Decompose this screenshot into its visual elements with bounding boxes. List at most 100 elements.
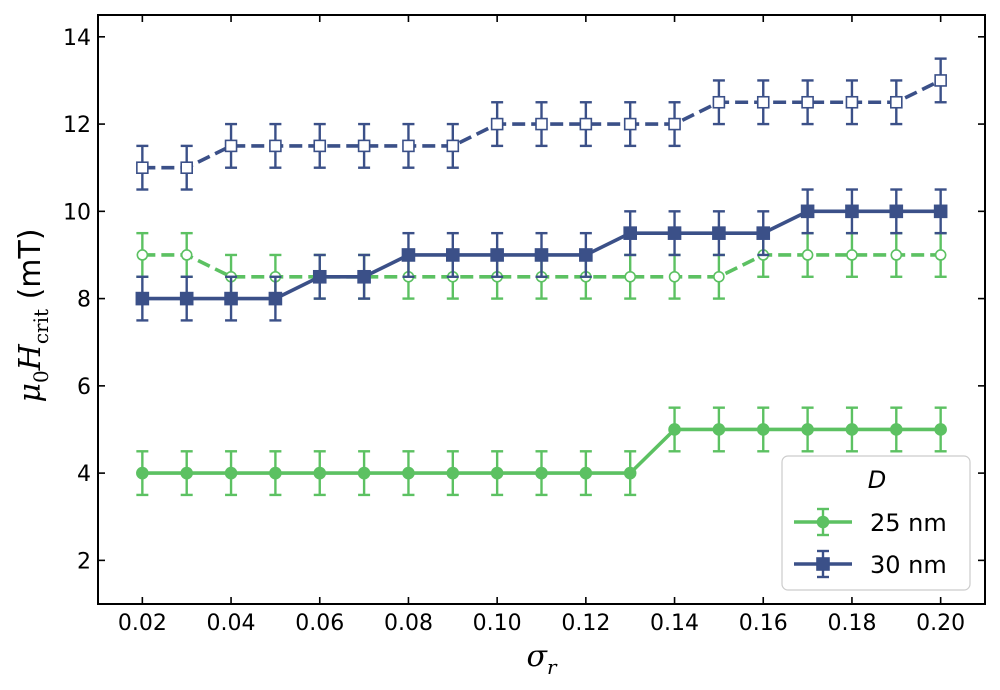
data-point <box>889 204 904 219</box>
data-point <box>269 466 282 480</box>
data-point <box>845 204 859 219</box>
y-axis-label: μ0Hcrit (mT) <box>13 228 53 402</box>
data-point <box>801 249 814 261</box>
plot-area <box>135 57 948 497</box>
data-point <box>623 466 637 480</box>
data-point <box>180 161 193 175</box>
y-tick-label: 6 <box>77 375 91 400</box>
legend-entry: 30 nm <box>794 549 947 579</box>
data-point <box>224 466 238 480</box>
data-point <box>579 466 593 480</box>
data-point <box>445 248 460 262</box>
data-point <box>801 423 814 436</box>
data-point <box>180 466 193 480</box>
data-point <box>934 74 947 87</box>
data-point <box>756 95 770 109</box>
legend-box <box>781 455 971 591</box>
series-3 <box>136 57 947 191</box>
y-axis-label-sub0: 0 <box>29 370 53 383</box>
data-point <box>490 248 504 262</box>
data-point <box>668 423 681 436</box>
data-point <box>357 466 371 480</box>
x-tick-label: 0.12 <box>561 611 610 636</box>
data-point <box>756 423 770 436</box>
x-tick-label: 0.06 <box>295 611 344 636</box>
data-point <box>312 269 327 284</box>
x-axis-label-sub: r <box>547 655 558 679</box>
data-point <box>136 161 149 175</box>
data-point <box>712 226 726 240</box>
legend-marker <box>816 515 830 529</box>
data-point <box>446 466 460 480</box>
y-tick-label: 12 <box>63 113 91 138</box>
data-point <box>136 466 149 480</box>
data-point <box>934 249 947 261</box>
data-point <box>579 248 593 262</box>
data-point <box>135 291 150 306</box>
x-tick-label: 0.18 <box>827 611 876 636</box>
data-point <box>357 139 371 153</box>
data-point <box>712 95 726 109</box>
data-point <box>579 117 593 131</box>
legend-title: D <box>868 466 886 494</box>
y-tick-label: 2 <box>77 549 91 574</box>
y-axis-label-sub1: crit <box>29 309 53 344</box>
data-point <box>934 423 947 436</box>
data-point <box>224 139 238 153</box>
data-point <box>402 466 415 480</box>
x-tick-label: 0.02 <box>118 611 167 636</box>
x-tick-label: 0.20 <box>916 611 965 636</box>
data-point <box>933 204 948 219</box>
data-point <box>313 139 327 153</box>
x-tick-label: 0.16 <box>739 611 788 636</box>
data-point <box>801 95 814 109</box>
data-point <box>668 117 681 131</box>
data-point <box>313 466 327 480</box>
legend: D 25 nm 30 nm <box>781 455 971 591</box>
y-axis-label-mu: μ <box>13 383 48 403</box>
data-point <box>845 95 859 109</box>
data-point <box>845 423 859 436</box>
y-tick-label: 8 <box>77 288 91 313</box>
data-point <box>668 270 681 283</box>
y-tick-label: 14 <box>63 26 91 51</box>
data-point <box>890 249 903 261</box>
data-point <box>800 204 815 219</box>
data-point <box>224 291 238 306</box>
data-point <box>357 269 371 284</box>
data-point <box>535 117 548 131</box>
x-tick-label: 0.14 <box>650 611 699 636</box>
y-axis-label-unit: (mT) <box>13 228 48 309</box>
data-point <box>269 139 282 153</box>
data-point <box>712 423 726 436</box>
data-point <box>667 226 682 240</box>
data-point <box>402 139 415 153</box>
data-point <box>535 466 548 480</box>
data-point <box>490 466 504 480</box>
data-point <box>713 270 725 283</box>
x-axis-label: σr <box>526 639 557 679</box>
data-point <box>179 291 194 306</box>
x-tick-label: 0.08 <box>384 611 433 636</box>
data-point <box>401 248 416 262</box>
y-tick-label: 4 <box>77 462 91 487</box>
y-axis-label-h: H <box>13 343 48 371</box>
x-tick-label: 0.04 <box>207 611 256 636</box>
legend-entries: 25 nm 30 nm <box>794 507 947 579</box>
data-point <box>534 248 549 262</box>
x-axis-label-main: σ <box>526 639 548 674</box>
legend-marker <box>816 557 830 571</box>
data-point <box>889 95 903 109</box>
data-point <box>136 249 149 261</box>
legend-label: 30 nm <box>870 551 947 579</box>
plot-frame <box>97 14 986 605</box>
data-point <box>180 249 193 261</box>
x-tick-label: 0.10 <box>473 611 522 636</box>
data-point <box>756 226 771 240</box>
series-1 <box>135 188 948 322</box>
data-point <box>624 270 637 283</box>
legend-label: 25 nm <box>870 509 947 537</box>
data-point <box>446 139 460 153</box>
axis-ticks: 0.02 0.04 0.06 0.08 0.10 0.12 0.14 0.16 0.18 0.20… <box>63 15 985 636</box>
